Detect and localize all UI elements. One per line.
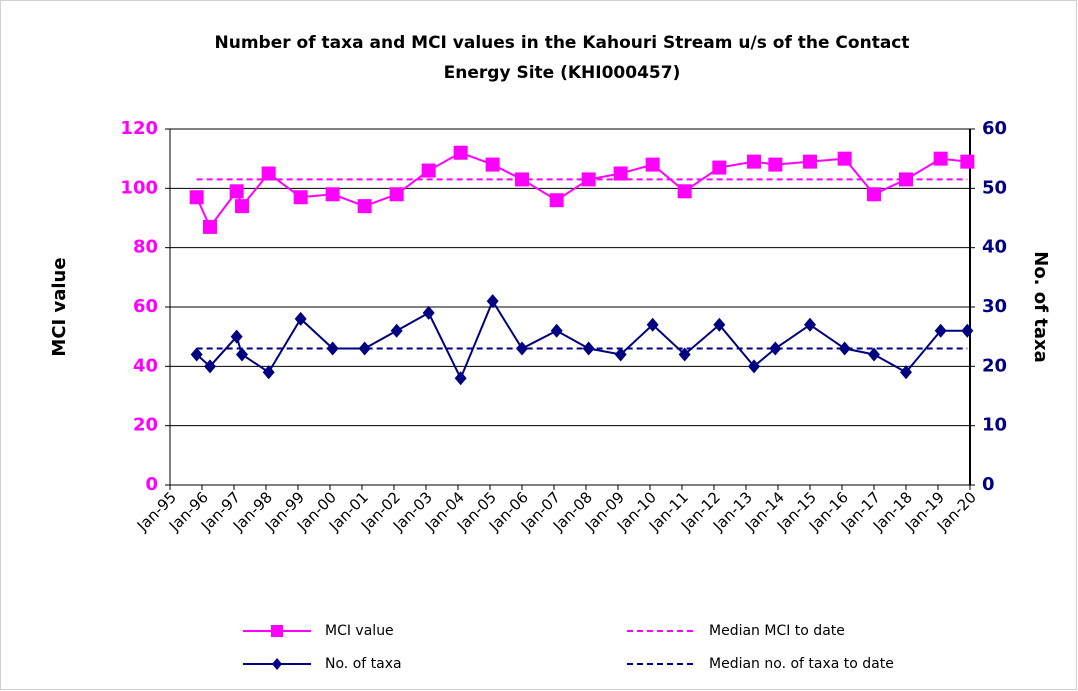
y-tick-label: 120: [120, 118, 158, 139]
marker: [236, 347, 248, 362]
marker: [549, 193, 564, 208]
y-tick-label: 80: [133, 237, 158, 258]
y2-tick-label: 20: [982, 355, 1007, 376]
legend-label: No. of taxa: [325, 656, 402, 672]
y-tick-label: 40: [133, 355, 158, 376]
marker: [293, 190, 308, 205]
legend-marker: [272, 658, 282, 670]
marker: [614, 347, 627, 362]
marker: [230, 329, 243, 344]
y2-axis-label: No. of taxa: [1030, 251, 1051, 363]
marker: [645, 157, 660, 172]
y-tick-label: 20: [133, 415, 158, 436]
y-axis-label: MCI value: [49, 257, 70, 356]
marker: [899, 172, 913, 187]
marker: [677, 184, 692, 199]
marker: [190, 347, 203, 362]
chart-title: Number of taxa and MCI values in the Kah…: [215, 33, 910, 53]
marker: [804, 317, 816, 332]
marker: [747, 154, 761, 169]
marker: [294, 311, 307, 326]
y-tick-label: 60: [133, 296, 158, 317]
marker: [768, 157, 783, 172]
marker: [235, 199, 249, 214]
marker: [748, 359, 760, 374]
marker: [838, 341, 851, 356]
marker: [960, 154, 975, 169]
marker: [934, 323, 947, 338]
y2-tick-label: 50: [982, 177, 1007, 198]
marker: [678, 347, 691, 362]
legend-marker: [271, 625, 283, 637]
marker: [613, 166, 628, 181]
legend-label: Median no. of taxa to date: [709, 656, 894, 672]
marker: [646, 317, 659, 332]
marker: [961, 323, 974, 338]
y2-tick-label: 10: [982, 415, 1007, 436]
legend-label: MCI value: [325, 623, 394, 639]
marker: [454, 371, 467, 386]
y2-tick-label: 0: [982, 474, 995, 495]
marker: [900, 365, 912, 380]
marker: [550, 323, 563, 338]
marker: [390, 323, 403, 338]
marker: [868, 347, 880, 362]
y2-tick-label: 30: [982, 296, 1007, 317]
marker: [422, 305, 435, 320]
marker: [203, 219, 217, 234]
marker: [867, 187, 881, 202]
legend-label: Median MCI to date: [709, 623, 845, 639]
marker: [485, 157, 500, 172]
marker: [389, 187, 404, 202]
marker: [453, 145, 468, 160]
marker: [803, 154, 817, 169]
marker: [357, 199, 372, 214]
marker: [189, 190, 204, 205]
marker: [712, 160, 727, 175]
marker: [933, 151, 948, 166]
marker: [325, 187, 340, 202]
marker: [229, 184, 244, 199]
y2-tick-label: 60: [982, 118, 1007, 139]
y-tick-label: 0: [145, 474, 158, 495]
marker: [358, 341, 371, 356]
y-tick-label: 100: [120, 177, 158, 198]
marker: [421, 163, 436, 178]
chart-title: Energy Site (KHI000457): [444, 63, 681, 83]
marker: [262, 365, 275, 380]
marker: [261, 166, 276, 181]
marker: [204, 359, 216, 374]
marker: [713, 317, 726, 332]
marker: [769, 341, 782, 356]
marker: [486, 294, 499, 309]
y2-tick-label: 40: [982, 237, 1007, 258]
marker: [837, 151, 852, 166]
